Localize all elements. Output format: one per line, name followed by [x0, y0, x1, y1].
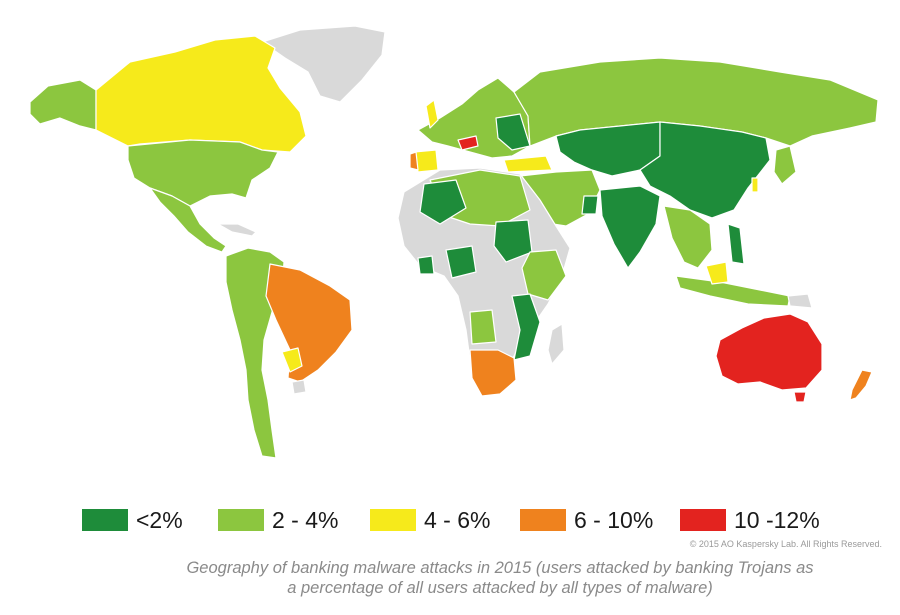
region-nigeria	[445, 245, 477, 279]
region-caribbean	[217, 223, 257, 237]
legend-label-2to4: 2 - 4%	[272, 507, 339, 533]
region-east-africa	[521, 249, 567, 301]
caption-line-1: Geography of banking malware attacks in …	[186, 559, 814, 577]
caption-line-2: a percentage of all users attacked by al…	[287, 579, 713, 597]
region-paraguay	[281, 347, 303, 373]
region-southeast-asia	[663, 205, 713, 269]
region-canada	[95, 35, 307, 153]
region-malaysia	[705, 261, 729, 285]
region-uruguay	[291, 379, 307, 395]
region-papua	[787, 293, 813, 309]
legend-swatch-4to6	[370, 509, 416, 531]
legend-swatch-10to12	[680, 509, 726, 531]
legend-label-4to6: 4 - 6%	[424, 507, 491, 533]
region-taiwan	[751, 177, 759, 193]
region-turkey	[503, 155, 553, 173]
region-madagascar	[547, 323, 565, 365]
region-oman	[581, 195, 599, 215]
region-sudan	[493, 219, 533, 263]
legend: <2% 2 - 4% 4 - 6% 6 - 10% 10 -12%	[0, 500, 900, 540]
legend-label-10to12: 10 -12%	[734, 507, 820, 533]
legend-label-6to10: 6 - 10%	[574, 507, 654, 533]
region-india	[599, 185, 661, 269]
legend-swatch-lt2	[82, 509, 128, 531]
legend-swatch-6to10	[520, 509, 566, 531]
region-new-zealand	[849, 369, 873, 401]
region-ukraine	[495, 113, 531, 151]
region-uk	[425, 99, 439, 129]
region-tasmania	[793, 391, 807, 403]
region-indonesia	[675, 275, 791, 307]
region-west-africa	[417, 255, 435, 275]
region-china	[639, 121, 771, 219]
region-japan	[773, 145, 797, 185]
copyright-notice: © 2015 AO Kaspersky Lab. All Rights Rese…	[689, 539, 882, 549]
world-map	[29, 25, 879, 459]
region-philippines	[727, 223, 745, 265]
legend-swatch-2to4	[218, 509, 264, 531]
region-portugal	[409, 151, 419, 171]
region-mozambique	[511, 293, 541, 361]
region-brazil	[265, 263, 353, 383]
region-mexico	[149, 187, 227, 253]
region-angola	[469, 309, 497, 345]
region-greenland	[261, 25, 386, 103]
map-caption: Geography of banking malware attacks in …	[170, 558, 830, 598]
legend-label-lt2: <2%	[136, 507, 183, 533]
region-usa	[127, 139, 279, 207]
region-italy	[457, 135, 479, 151]
region-south-africa	[469, 349, 517, 397]
region-australia	[715, 313, 823, 391]
region-alaska	[29, 79, 97, 131]
region-algeria	[419, 179, 467, 225]
